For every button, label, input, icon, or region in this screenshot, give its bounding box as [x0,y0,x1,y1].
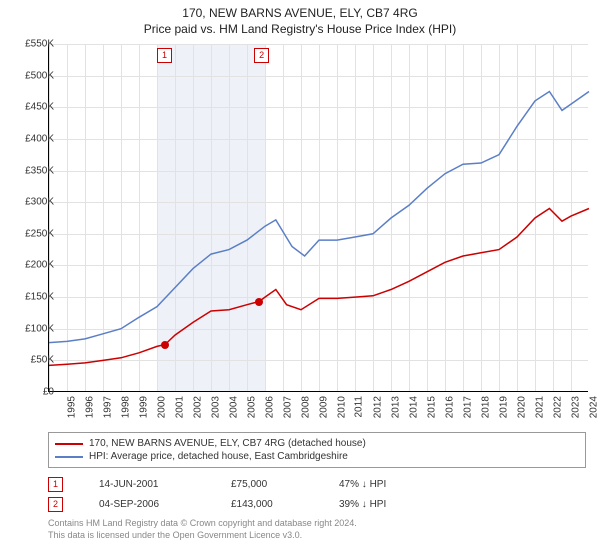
x-axis-label: 2010 [336,396,347,418]
x-axis-label: 2007 [282,396,293,418]
x-axis-label: 2005 [246,396,257,418]
sale-marker-icon: 1 [48,477,63,492]
x-axis-label: 2015 [426,396,437,418]
sale-marker-icon: 2 [48,497,63,512]
footer-attribution: Contains HM Land Registry data © Crown c… [48,518,357,541]
x-axis-label: 2014 [408,396,419,418]
x-axis-label: 1997 [102,396,113,418]
sale-date: 04-SEP-2006 [99,499,195,510]
x-axis-label: 2008 [300,396,311,418]
x-axis-label: 2002 [192,396,203,418]
sale-date: 14-JUN-2001 [99,479,195,490]
sale-dot [255,298,263,306]
footer-line: Contains HM Land Registry data © Crown c… [48,518,357,530]
x-axis-label: 2018 [480,396,491,418]
x-axis-label: 2023 [570,396,581,418]
legend-label: HPI: Average price, detached house, East… [89,451,348,462]
y-axis-label: £250K [10,228,54,239]
x-axis-label: 2020 [516,396,527,418]
sale-marker-box: 1 [157,48,172,63]
y-axis-label: £150K [10,292,54,303]
footer-line: This data is licensed under the Open Gov… [48,530,357,542]
x-axis-label: 1998 [120,396,131,418]
table-row: 1 14-JUN-2001 £75,000 47% ↓ HPI [48,474,435,494]
y-axis-label: £550K [10,39,54,50]
x-axis-label: 2021 [534,396,545,418]
y-axis-label: £200K [10,260,54,271]
chart-container: 170, NEW BARNS AVENUE, ELY, CB7 4RG Pric… [0,0,600,560]
series-price_paid [49,209,589,366]
series-hpi [49,92,589,343]
x-axis-label: 2006 [264,396,275,418]
legend: 170, NEW BARNS AVENUE, ELY, CB7 4RG (det… [48,432,586,468]
x-axis-label: 2022 [552,396,563,418]
sale-marker-box: 2 [254,48,269,63]
sales-table: 1 14-JUN-2001 £75,000 47% ↓ HPI 2 04-SEP… [48,474,435,514]
y-axis-label: £500K [10,70,54,81]
table-row: 2 04-SEP-2006 £143,000 39% ↓ HPI [48,494,435,514]
sale-price: £75,000 [231,479,303,490]
plot-area: 12 [48,44,588,392]
line-chart-svg [49,44,588,391]
y-axis-label: £0 [10,387,54,398]
x-axis-label: 1999 [138,396,149,418]
x-axis-label: 2016 [444,396,455,418]
x-axis-label: 2009 [318,396,329,418]
x-axis-label: 2013 [390,396,401,418]
chart-subtitle: Price paid vs. HM Land Registry's House … [0,20,600,40]
y-axis-label: £300K [10,197,54,208]
x-axis-label: 2017 [462,396,473,418]
x-axis-label: 2012 [372,396,383,418]
x-axis-label: 2000 [156,396,167,418]
sale-pct: 39% ↓ HPI [339,499,435,510]
y-axis-label: £100K [10,323,54,334]
sale-dot [161,341,169,349]
x-axis-label: 2003 [210,396,221,418]
x-axis-label: 2011 [354,396,365,418]
y-axis-label: £450K [10,102,54,113]
legend-item: HPI: Average price, detached house, East… [55,450,579,463]
legend-swatch [55,443,83,445]
chart-title: 170, NEW BARNS AVENUE, ELY, CB7 4RG [0,0,600,20]
y-axis-label: £50K [10,355,54,366]
sale-pct: 47% ↓ HPI [339,479,435,490]
x-axis-label: 2001 [174,396,185,418]
x-axis-label: 1996 [84,396,95,418]
y-axis-label: £350K [10,165,54,176]
x-axis-label: 1995 [66,396,77,418]
x-axis-label: 2019 [498,396,509,418]
y-axis-label: £400K [10,133,54,144]
legend-label: 170, NEW BARNS AVENUE, ELY, CB7 4RG (det… [89,438,366,449]
x-axis-label: 2024 [588,396,599,418]
legend-swatch [55,456,83,458]
x-axis-label: 2004 [228,396,239,418]
legend-item: 170, NEW BARNS AVENUE, ELY, CB7 4RG (det… [55,437,579,450]
sale-price: £143,000 [231,499,303,510]
